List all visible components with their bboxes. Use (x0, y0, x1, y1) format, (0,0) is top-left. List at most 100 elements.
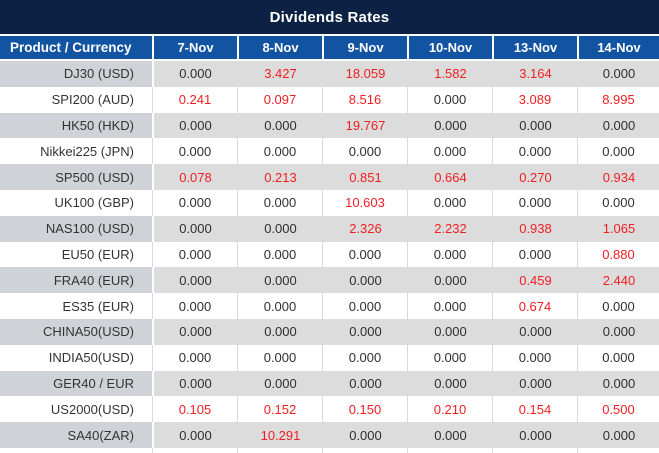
rate-cell: 0.000 (492, 189, 577, 216)
rate-cell: 0.000 (577, 61, 659, 87)
product-label: CHINA50(USD) (0, 318, 152, 345)
rate-cell: 0.000 (407, 344, 492, 371)
column-header-date-1: 7-Nov (152, 36, 237, 61)
rate-cell: 2.440 (577, 267, 659, 294)
table-row: Nikkei225 (JPN) 0.000 0.000 0.000 0.000 0.000… (0, 138, 659, 165)
table-row: US2000(USD) 0.105 0.152 0.150 0.210 0.154 0.50… (0, 396, 659, 423)
rate-cell: 0.500 (577, 396, 659, 423)
product-label: Nikkei225 (JPN) (0, 138, 152, 165)
rate-cell: 0.270 (492, 164, 577, 190)
table-row: SA40(ZAR) 0.000 10.291 0.000 0.000 0.000 0.000 (0, 422, 659, 448)
rate-cell: 3.427 (237, 61, 322, 87)
rate-cell: 0.000 (237, 189, 322, 216)
column-header-date-6: 14-Nov (577, 36, 659, 61)
table-row: UK100 (GBP) 0.000 0.000 10.603 0.000 0.000 0.0… (0, 189, 659, 216)
rate-cell: 0.000 (322, 318, 407, 345)
rate-cell: 0.000 (237, 138, 322, 165)
rate-cell: 0.674 (492, 293, 577, 319)
rate-cell: 0.000 (577, 293, 659, 319)
rate-cell: 0.154 (492, 396, 577, 423)
rate-cell: 0.851 (322, 164, 407, 190)
rate-cell: 0.000 (152, 267, 237, 294)
column-header-date-2: 8-Nov (237, 36, 322, 61)
rate-cell: 10.291 (237, 422, 322, 448)
rate-cell: 3.089 (492, 86, 577, 113)
rate-cell: 0.000 (152, 241, 237, 268)
rate-cell: 0.000 (407, 422, 492, 448)
table-row: HK50 (HKD) 0.000 0.000 19.767 0.000 0.000 0.00… (0, 112, 659, 139)
rate-cell: 0.000 (152, 112, 237, 139)
rate-cell: 0.000 (152, 344, 237, 371)
rate-cell: 0.000 (407, 241, 492, 268)
rate-cell: 1.065 (577, 215, 659, 242)
rate-cell: 0.000 (237, 267, 322, 294)
rate-cell: 0.000 (152, 422, 237, 448)
column-header-date-3: 9-Nov (322, 36, 407, 61)
product-label: HK50 (HKD) (0, 112, 152, 139)
rate-cell: 3.164 (492, 61, 577, 87)
rate-cell: 0.000 (152, 318, 237, 345)
rate-cell: 0.000 (152, 215, 237, 242)
table-row: GER40 / EUR 0.000 0.000 0.000 0.000 0.000 0.00… (0, 370, 659, 397)
rate-cell: 0.000 (322, 370, 407, 397)
rate-cell: 0.459 (492, 267, 577, 294)
rate-cell: 0.000 (577, 344, 659, 371)
table-row: FRA40 (EUR) 0.000 0.000 0.000 0.000 0.459 2.44… (0, 267, 659, 294)
table-row: INDIA50(USD) 0.000 0.000 0.000 0.000 0.000 0.0… (0, 344, 659, 371)
product-label: US2000(USD) (0, 396, 152, 423)
rate-cell: 0.097 (237, 86, 322, 113)
rate-cell: 0.000 (237, 112, 322, 139)
rate-cell: 0.000 (492, 138, 577, 165)
rate-cell: 0.213 (237, 164, 322, 190)
rate-cell: 0.934 (577, 164, 659, 190)
dividends-table: Product / Currency 7-Nov 8-Nov 9-Nov 10-… (0, 36, 659, 448)
rate-cell: 0.152 (237, 396, 322, 423)
rate-cell: 8.995 (577, 86, 659, 113)
rate-cell: 0.000 (152, 61, 237, 87)
product-label: NAS100 (USD) (0, 215, 152, 242)
rate-cell: 0.000 (407, 293, 492, 319)
product-label: INDIA50(USD) (0, 344, 152, 371)
title-divider (0, 34, 659, 36)
rate-cell: 0.000 (577, 318, 659, 345)
rate-cell: 0.000 (492, 241, 577, 268)
table-title-bar: Dividends Rates (0, 0, 659, 34)
rate-cell: 0.000 (577, 112, 659, 139)
rate-cell: 0.000 (322, 138, 407, 165)
product-label: SPI200 (AUD) (0, 86, 152, 113)
rate-cell: 0.000 (237, 241, 322, 268)
rate-cell: 0.000 (407, 370, 492, 397)
rate-cell: 0.000 (577, 370, 659, 397)
table-row: NAS100 (USD) 0.000 0.000 2.326 2.232 0.938 1.0… (0, 215, 659, 242)
rate-cell: 0.000 (152, 293, 237, 319)
rate-cell: 10.603 (322, 189, 407, 216)
rate-cell: 0.105 (152, 396, 237, 423)
product-label: ES35 (EUR) (0, 293, 152, 319)
rate-cell: 0.000 (492, 422, 577, 448)
rate-cell: 0.000 (407, 138, 492, 165)
page-title: Dividends Rates (269, 8, 390, 26)
rate-cell: 8.516 (322, 86, 407, 113)
rate-cell: 0.000 (152, 138, 237, 165)
table-row: EU50 (EUR) 0.000 0.000 0.000 0.000 0.000 0.880 (0, 241, 659, 268)
rate-cell: 0.000 (322, 293, 407, 319)
product-label: SP500 (USD) (0, 164, 152, 190)
product-label: SA40(ZAR) (0, 422, 152, 448)
rate-cell: 0.000 (577, 138, 659, 165)
rate-cell: 0.938 (492, 215, 577, 242)
rate-cell: 0.000 (237, 293, 322, 319)
rate-cell: 0.000 (407, 86, 492, 113)
rate-cell: 0.000 (322, 344, 407, 371)
column-header-date-5: 13-Nov (492, 36, 577, 61)
table-row: ES35 (EUR) 0.000 0.000 0.000 0.000 0.674 0.000 (0, 293, 659, 319)
rate-cell: 0.000 (492, 112, 577, 139)
rate-cell: 0.000 (237, 370, 322, 397)
product-label: EU50 (EUR) (0, 241, 152, 268)
rate-cell: 0.000 (492, 318, 577, 345)
table-row: DJ30 (USD) 0.000 3.427 18.059 1.582 3.164 0.00… (0, 61, 659, 87)
rate-cell: 0.000 (237, 344, 322, 371)
column-header-date-4: 10-Nov (407, 36, 492, 61)
rate-cell: 0.078 (152, 164, 237, 190)
rate-cell: 0.000 (237, 318, 322, 345)
